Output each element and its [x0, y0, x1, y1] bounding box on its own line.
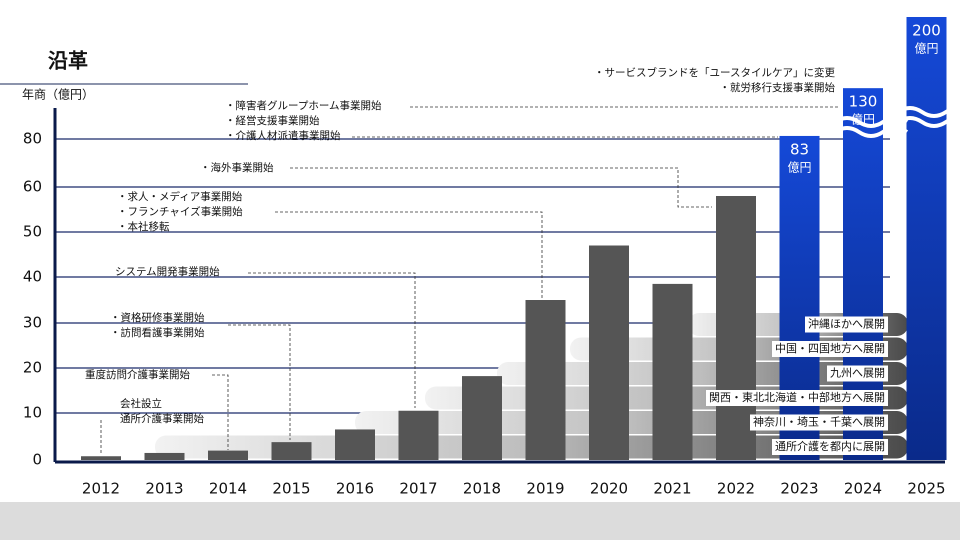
y-tick-label: 10 [23, 404, 42, 422]
bar [144, 452, 185, 460]
x-tick-label: 2012 [82, 480, 120, 498]
x-tick-label: 2024 [844, 480, 882, 498]
bar [81, 456, 121, 460]
y-tick-label: 30 [23, 314, 42, 332]
expansion-label: 中国・四国地方へ展開 [775, 341, 885, 355]
annotation: ・就労移行支援事業開始 [720, 81, 836, 94]
value-label: 130 [849, 93, 878, 111]
expansion-label-bg [805, 316, 888, 333]
axis-break [896, 106, 960, 128]
y-axis-label: 年商（億円） [22, 87, 94, 102]
bar [716, 196, 756, 460]
bar [652, 283, 693, 460]
annotation-leader [275, 211, 543, 298]
x-tick-label: 2022 [717, 480, 755, 498]
y-tick-label: 80 [23, 130, 42, 148]
y-tick-label: 0 [32, 451, 42, 469]
footer-band [0, 502, 960, 540]
annotation: ・海外事業開始 [200, 161, 274, 174]
x-tick-label: 2016 [336, 480, 374, 498]
annotation: ・障害者グループホーム事業開始 [225, 99, 382, 112]
bar [906, 17, 947, 460]
x-tick-label: 2017 [399, 480, 437, 498]
annotation: 重度訪問介護事業開始 [85, 368, 190, 381]
annotation-leader [228, 324, 291, 440]
x-tick-label: 2014 [209, 480, 247, 498]
annotation: ・介護人材派遣事業開始 [225, 129, 341, 142]
axis-break [833, 116, 909, 138]
expansion-label-bg [706, 390, 888, 406]
expansion-label-bg [750, 414, 888, 431]
y-tick-label: 20 [23, 359, 42, 377]
x-tick-label: 2018 [463, 480, 501, 498]
bar [271, 442, 312, 460]
x-tick-label: 2021 [653, 480, 691, 498]
value-label-unit: 億円 [851, 113, 875, 127]
expansion-label: 神奈川・埼玉・千葉へ展開 [753, 415, 885, 429]
x-tick-label: 2019 [526, 480, 564, 498]
annotation: 会社設立 [120, 397, 162, 410]
bar [462, 376, 502, 460]
expansion-label-bg [772, 439, 888, 455]
value-label: 200 [912, 22, 941, 40]
annotation-leader [352, 106, 840, 138]
x-tick-label: 2013 [145, 480, 183, 498]
bar [779, 135, 820, 460]
y-tick-label: 50 [23, 223, 42, 241]
bar [525, 300, 566, 460]
value-label-unit: 億円 [914, 42, 938, 56]
expansion-label: 通所介護を都内に展開 [775, 439, 885, 453]
annotation: システム開発事業開始 [115, 265, 220, 278]
annotation: ・求人・メディア事業開始 [117, 190, 243, 203]
x-tick-label: 2015 [272, 480, 310, 498]
chart-title: 沿革 [48, 49, 88, 73]
annotation-leader [212, 374, 229, 450]
expansion-label-bg [827, 365, 888, 382]
annotation-leader [248, 272, 416, 408]
y-tick-label: 60 [23, 178, 42, 196]
annotation: ・サービスブランドを「ユースタイルケア」に変更 [594, 66, 835, 79]
expansion-label-bg [772, 341, 888, 357]
annotation: 通所介護事業開始 [120, 412, 204, 425]
bar [398, 410, 439, 460]
bar [208, 450, 248, 460]
value-label: 83 [790, 140, 809, 158]
bar [589, 245, 629, 460]
x-tick-label: 2025 [907, 480, 945, 498]
bar [335, 429, 375, 460]
value-label-unit: 億円 [787, 160, 811, 174]
expansion-label: 沖縄ほかへ展開 [808, 317, 885, 331]
annotation: ・訪問看護事業開始 [110, 326, 205, 339]
y-tick-label: 40 [23, 268, 42, 286]
annotation: ・資格研修事業開始 [110, 311, 205, 324]
x-tick-label: 2020 [590, 480, 628, 498]
annotation: ・本社移転 [117, 220, 170, 233]
annotation-leader [290, 167, 712, 208]
expansion-label: 関西・東北北海道・中部地方へ展開 [709, 390, 885, 404]
expansion-label: 九州へ展開 [830, 367, 885, 380]
x-tick-label: 2023 [780, 480, 818, 498]
annotation: ・経営支援事業開始 [225, 114, 320, 127]
annotation: ・フランチャイズ事業開始 [117, 205, 243, 218]
